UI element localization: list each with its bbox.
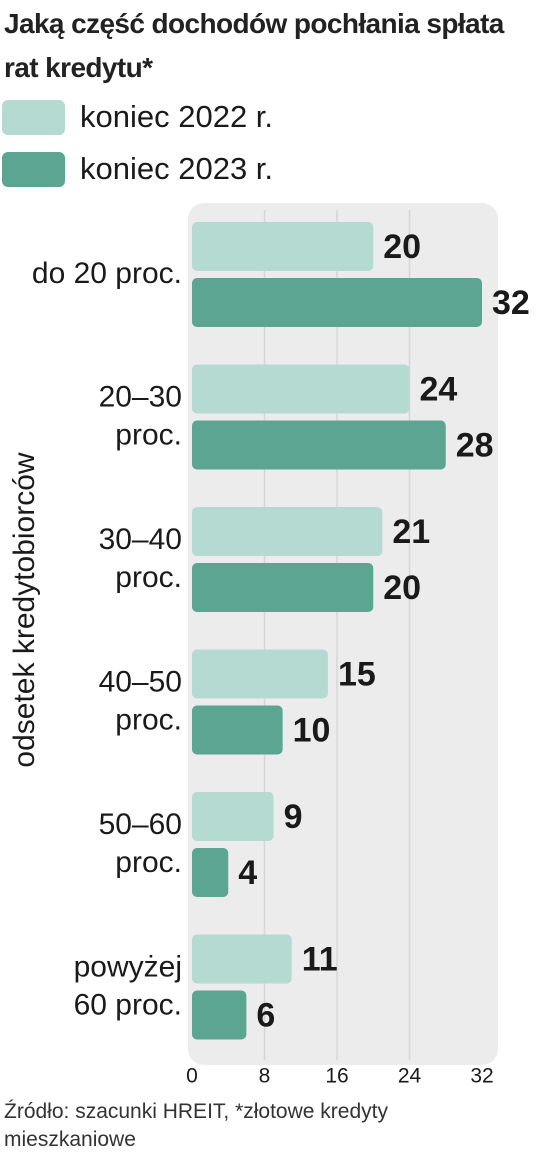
y-tick-label: 20–30 proc.: [99, 380, 182, 451]
legend-swatch: [2, 152, 65, 187]
value-label: 10: [293, 711, 331, 749]
y-tick-label: do 20 proc.: [32, 257, 182, 290]
legend-label: koniec 2023 r.: [80, 151, 273, 186]
value-label: 28: [456, 426, 494, 464]
value-label: 20: [383, 228, 421, 266]
bar: [192, 278, 482, 327]
bar: [192, 507, 383, 556]
bar: [192, 563, 374, 612]
plot-background: [188, 203, 498, 1065]
bar: [192, 364, 410, 414]
bar: [192, 934, 292, 984]
y-tick-label: 30–40 proc.: [99, 523, 182, 594]
bar: [192, 705, 283, 755]
x-tick-label: 32: [470, 1065, 493, 1088]
value-label: 24: [420, 370, 458, 408]
value-label: 15: [338, 655, 376, 693]
value-label: 21: [392, 513, 430, 551]
chart: odsetek kredytobiorców 0 8 16 24 32 koniec 20…: [2, 99, 530, 1088]
value-label: 9: [284, 798, 303, 836]
bar: [192, 792, 274, 841]
bar: [192, 420, 446, 470]
x-tick-label: 0: [186, 1065, 198, 1088]
y-tick-label: powyżej 60 proc.: [74, 950, 182, 1021]
value-label: 11: [302, 940, 338, 978]
source-note: Źródło: szacunki HREIT, *złotowe kredyty…: [4, 1100, 388, 1151]
value-label: 32: [492, 284, 530, 322]
y-axis-label: odsetek kredytobiorców: [8, 452, 41, 767]
value-label: 4: [238, 854, 257, 892]
y-tick-label: 50–60 proc.: [99, 808, 182, 879]
bar: [192, 649, 328, 699]
legend-label: koniec 2022 r.: [80, 99, 273, 134]
bar: [192, 222, 374, 271]
legend-swatch: [2, 100, 65, 135]
x-tick-label: 16: [325, 1065, 348, 1088]
y-tick-label: 40–50 proc.: [99, 665, 182, 736]
chart-title: Jaką część dochodów pochłania spłata rat…: [4, 8, 504, 83]
x-tick-label: 8: [259, 1065, 271, 1088]
x-tick-label: 24: [398, 1065, 422, 1088]
value-label: 20: [383, 569, 421, 607]
bar: [192, 848, 229, 897]
bar: [192, 990, 247, 1040]
value-label: 6: [256, 996, 275, 1034]
